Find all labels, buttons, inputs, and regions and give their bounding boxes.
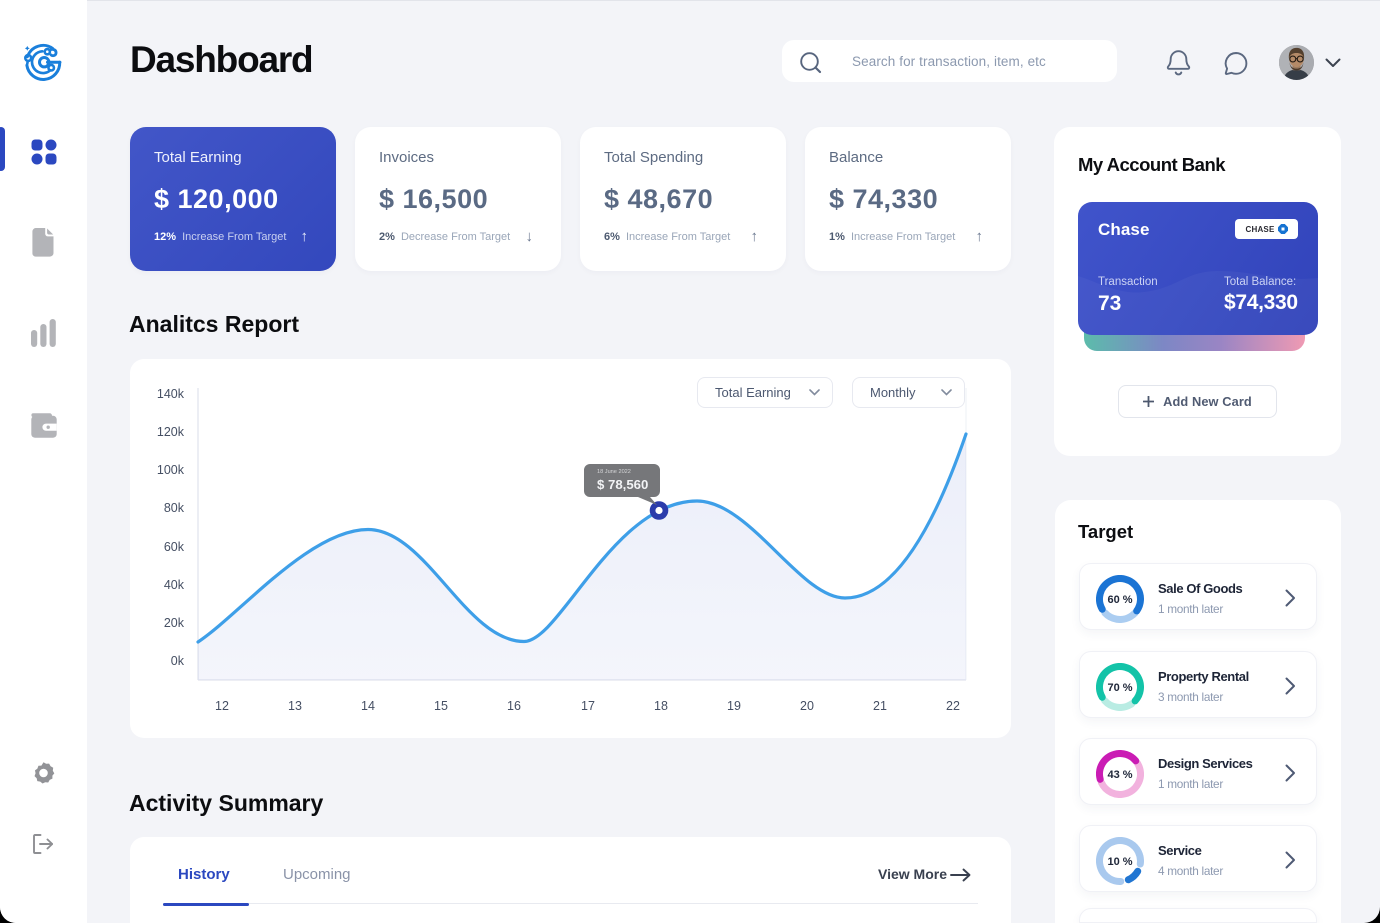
svg-text:0k: 0k [171,654,185,668]
svg-text:20: 20 [800,699,814,713]
svg-text:$ 78,560: $ 78,560 [597,477,648,492]
svg-text:18: 18 [654,699,668,713]
svg-text:100k: 100k [157,463,185,477]
svg-text:16: 16 [507,699,521,713]
svg-text:43 %: 43 % [1107,769,1132,781]
svg-text:140k: 140k [157,387,185,401]
svg-text:80k: 80k [164,501,185,515]
svg-text:13: 13 [288,699,302,713]
svg-text:60k: 60k [164,540,185,554]
svg-text:21: 21 [873,699,887,713]
svg-text:18 June 2022: 18 June 2022 [597,469,631,475]
svg-text:22: 22 [946,699,960,713]
svg-text:70 %: 70 % [1107,682,1132,694]
svg-text:10 %: 10 % [1107,856,1132,868]
svg-text:15: 15 [434,699,448,713]
svg-text:40k: 40k [164,578,185,592]
svg-text:12: 12 [215,699,229,713]
svg-text:20k: 20k [164,616,185,630]
svg-text:60 %: 60 % [1107,594,1132,606]
svg-text:14: 14 [361,699,375,713]
svg-text:17: 17 [581,699,595,713]
svg-text:19: 19 [727,699,741,713]
svg-text:120k: 120k [157,425,185,439]
